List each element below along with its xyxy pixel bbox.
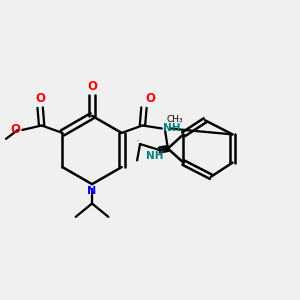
Text: O: O (11, 123, 21, 136)
Text: NH: NH (146, 152, 164, 161)
Text: O: O (35, 92, 45, 105)
Text: N: N (87, 186, 97, 196)
Text: Et: Et (137, 140, 139, 141)
Text: O: O (87, 80, 97, 93)
Text: O: O (146, 92, 155, 105)
Text: NH: NH (163, 124, 181, 134)
Text: CH₃: CH₃ (167, 115, 183, 124)
